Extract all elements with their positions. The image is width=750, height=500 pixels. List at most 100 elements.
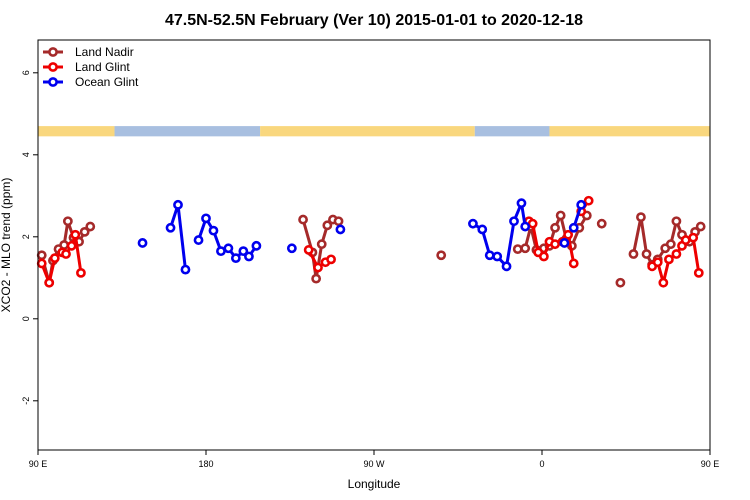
data-point-ocean-glint [335,224,346,235]
y-tick-label: 2 [21,234,31,239]
series-land-nadir [36,210,706,288]
data-point-land-nadir [596,218,607,229]
data-point-ocean-glint [223,243,234,254]
legend-label: Land Glint [75,60,130,74]
x-axis-label: Longitude [348,477,401,491]
data-point-land-nadir [316,239,327,250]
surface-band-ocean-segment [114,126,261,137]
data-point-land-nadir [550,222,560,233]
surface-band-land-segment [260,126,475,137]
surface-band-land-segment [38,126,115,137]
data-point-land-glint [680,235,691,245]
data-point-land-nadir [85,221,96,232]
data-point-ocean-glint [173,199,183,210]
data-point-ocean-glint [286,243,297,254]
data-point-land-glint [538,251,549,262]
surface-band [38,126,710,137]
data-point-ocean-glint [568,222,579,233]
data-point-land-nadir [311,273,322,284]
plot-series [36,195,706,288]
x-tick-label: 90 E [29,459,48,469]
data-point-ocean-glint [468,218,478,229]
data-point-land-nadir [636,212,646,223]
data-point-land-glint [36,258,47,269]
data-point-ocean-glint [137,238,148,248]
data-point-ocean-glint [238,246,249,257]
surface-band-ocean-segment [474,126,550,137]
data-point-land-glint [49,253,60,264]
data-point-ocean-glint [501,261,512,272]
data-point-land-glint [671,249,682,259]
chart-title: 47.5N-52.5N February (Ver 10) 2015-01-01… [165,12,583,29]
data-point-land-glint [303,245,314,255]
y-axis: -2 0 2 4 6 [21,70,38,405]
surface-band-land-segment [549,126,710,137]
data-point-land-glint [658,277,669,288]
legend-swatch-marker [48,47,58,57]
data-point-ocean-glint [251,240,262,251]
data-point-ocean-glint [516,198,527,209]
data-point-land-glint [693,267,704,278]
data-point-land-nadir [79,226,90,237]
data-point-land-nadir [36,250,47,261]
legend-item-ocean-glint: Ocean Glint [43,75,139,89]
series-ocean-glint [137,198,587,275]
legend-swatch-marker [48,62,58,72]
data-point-ocean-glint [509,216,519,227]
data-point-ocean-glint [244,251,254,262]
data-point-land-nadir [671,216,682,227]
data-point-land-nadir [628,249,639,259]
y-tick-label: -2 [21,397,31,405]
data-point-land-nadir [665,239,676,250]
legend-label: Ocean Glint [75,75,139,89]
data-point-ocean-glint [520,221,531,232]
y-tick-label: 6 [21,70,31,75]
data-point-ocean-glint [576,199,587,210]
x-tick-label: 90 W [363,459,385,469]
data-point-land-glint [568,258,579,269]
data-point-ocean-glint [492,251,503,262]
y-axis-label: XCO2 - MLO trend (ppm) [0,178,13,313]
data-point-land-glint [527,218,538,229]
data-point-ocean-glint [180,264,191,275]
data-point-land-glint [550,239,560,250]
data-point-ocean-glint [193,235,204,245]
legend-label: Land Nadir [75,45,134,59]
data-point-land-glint [66,240,77,251]
data-point-land-nadir [62,216,73,227]
data-point-land-glint [44,277,55,288]
data-point-ocean-glint [216,246,226,257]
data-point-land-glint [688,232,699,243]
data-point-land-nadir [641,249,652,259]
data-point-land-nadir [333,216,344,227]
x-tick-label: 90 E [701,459,720,469]
data-point-land-nadir [59,240,70,250]
legend-item-land-glint: Land Glint [43,60,130,74]
data-point-ocean-glint [208,225,219,236]
data-point-ocean-glint [484,250,495,261]
data-point-land-nadir [555,210,566,221]
legend-item-land-nadir: Land Nadir [43,45,134,59]
data-point-land-nadir [322,220,333,231]
data-point-land-nadir [520,243,531,254]
y-tick-label: 0 [21,316,31,321]
data-point-land-glint [652,257,663,268]
data-point-land-glint [583,195,594,206]
data-point-land-nadir [512,244,523,254]
x-tick-label: 180 [198,459,213,469]
legend-swatch-marker [48,77,58,87]
data-point-land-nadir [695,221,706,232]
x-axis: 90 E 180 90 W 0 90 E [29,450,720,469]
data-point-land-glint [70,229,81,240]
data-point-land-glint [664,254,674,265]
data-point-land-nadir [615,277,626,288]
data-point-land-nadir [298,214,308,225]
data-point-ocean-glint [201,213,211,224]
data-point-land-glint [61,249,71,259]
data-point-land-nadir [436,250,447,261]
data-point-ocean-glint [477,224,488,235]
data-point-land-glint [313,262,323,273]
data-point-land-glint [326,254,336,265]
